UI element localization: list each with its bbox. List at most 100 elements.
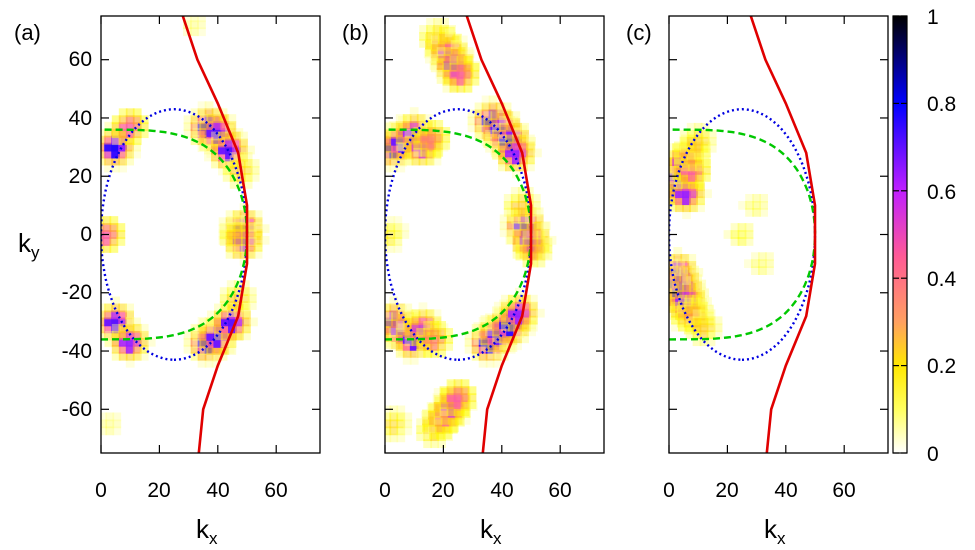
- heat-cell: [694, 148, 704, 158]
- heat-cell: [669, 290, 677, 299]
- heat-cell: [713, 323, 723, 333]
- heat-cell: [385, 412, 392, 422]
- heat-cell: [232, 242, 242, 252]
- heat-cell: [439, 407, 449, 417]
- heat-cell: [659, 195, 668, 204]
- heat-cell: [493, 301, 503, 311]
- heat-cell: [436, 75, 446, 84]
- panel-a: (a) ky kx 0 20 40 60 60 40 20 0 -20 -40 …: [14, 15, 321, 548]
- heat-cell: [434, 133, 444, 143]
- heat-cell: [693, 274, 702, 284]
- heat-cell: [226, 216, 236, 225]
- heat-cell: [204, 101, 214, 111]
- heat-cell: [385, 121, 392, 131]
- heat-cell: [199, 135, 209, 144]
- heat-cell: [758, 259, 767, 269]
- heat-cell: [707, 129, 717, 139]
- heat-cell: [483, 132, 493, 141]
- heat-cell: [690, 265, 700, 275]
- heat-cell: [226, 308, 236, 317]
- heat-cell: [520, 327, 529, 337]
- heat-cell: [680, 162, 690, 172]
- heat-cell: [226, 223, 236, 232]
- heat-cell: [111, 115, 121, 125]
- heat-cell: [439, 386, 449, 396]
- heat-cell: [652, 174, 661, 183]
- heat-cell: [118, 303, 127, 313]
- heat-cell: [451, 42, 461, 52]
- heat-cell: [423, 348, 433, 358]
- heat-cell: [680, 180, 690, 189]
- heat-cell: [671, 315, 680, 325]
- heat-cell: [434, 120, 444, 129]
- heat-cell: [707, 143, 717, 153]
- heat-cell: [375, 311, 384, 320]
- heat-cell: [437, 439, 447, 449]
- heat-cell: [375, 129, 384, 138]
- heat-cell: [197, 143, 207, 153]
- heat-cell: [669, 265, 679, 275]
- x-axis-label-c: kx: [764, 514, 786, 548]
- heat-cell: [393, 223, 403, 232]
- heat-cell: [694, 173, 704, 182]
- heat-cell: [655, 280, 664, 289]
- heat-cell: [704, 318, 714, 328]
- heat-cell: [432, 33, 441, 43]
- heat-cell: [409, 342, 419, 351]
- heat-cell: [488, 95, 498, 105]
- heat-cell: [505, 235, 515, 245]
- heat-cell: [744, 223, 754, 232]
- heat-cell: [683, 265, 693, 275]
- heat-cell: [437, 348, 447, 358]
- heat-cell: [239, 221, 249, 231]
- heat-cell: [105, 426, 115, 436]
- heat-cell: [409, 114, 419, 123]
- heat-cell: [446, 393, 456, 403]
- heat-cell: [687, 180, 697, 189]
- heat-cell: [655, 172, 664, 181]
- heat-cell: [226, 244, 236, 253]
- heat-cell: [206, 318, 216, 327]
- heat-cell: [229, 166, 239, 175]
- heat-cell: [225, 344, 235, 354]
- heat-cell: [393, 244, 403, 253]
- heat-cell: [419, 39, 428, 48]
- heat-cell: [669, 297, 677, 306]
- heat-cell: [436, 430, 445, 440]
- heat-cell: [529, 258, 539, 268]
- heat-cell: [375, 318, 384, 327]
- heat-cell: [693, 122, 703, 132]
- heat-cell: [416, 342, 426, 351]
- heat-cell: [385, 433, 392, 443]
- heat-cell: [413, 126, 423, 136]
- heat-cell: [211, 138, 220, 148]
- heat-cell: [112, 426, 122, 436]
- heat-cell: [713, 316, 723, 326]
- heat-cell: [229, 180, 239, 189]
- heat-cell: [536, 258, 546, 268]
- heat-cell: [439, 400, 449, 410]
- heat-cell: [449, 55, 459, 65]
- heat-cell: [109, 230, 119, 239]
- colorbar-tick-label: 0.8: [927, 93, 956, 116]
- heat-cell: [682, 276, 691, 285]
- heat-cell: [199, 114, 209, 123]
- heat-cell: [474, 102, 484, 112]
- heat-cell: [758, 266, 767, 275]
- heat-cell: [737, 237, 747, 246]
- heat-cell: [221, 303, 230, 313]
- heat-cell: [471, 61, 481, 70]
- heat-cell: [450, 423, 459, 433]
- heat-cell: [403, 156, 413, 166]
- heat-cell: [190, 27, 199, 37]
- heat-cell: [396, 419, 406, 429]
- heat-cell: [689, 203, 698, 213]
- heat-cell: [429, 61, 439, 70]
- heat-cell: [511, 118, 521, 127]
- heat-cell: [206, 332, 216, 341]
- heat-cell: [701, 141, 711, 151]
- heat-cell: [393, 230, 403, 239]
- heat-cell: [385, 237, 389, 246]
- heat-cell: [192, 325, 202, 334]
- heat-cell: [526, 141, 535, 151]
